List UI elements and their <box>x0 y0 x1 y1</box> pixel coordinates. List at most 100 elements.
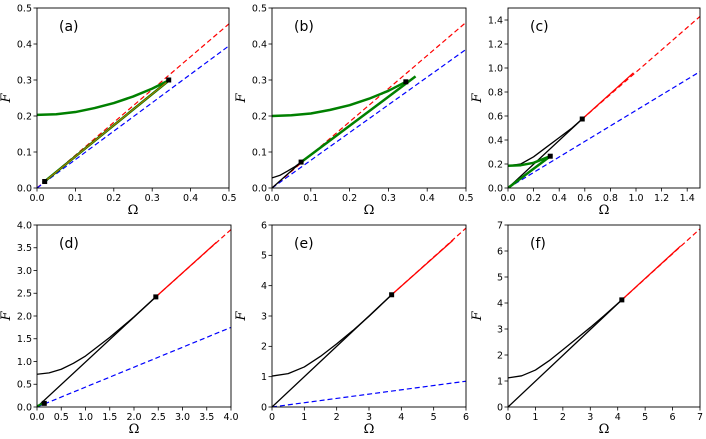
x-tick-label: 0.4 <box>420 193 435 204</box>
y-axis-label: F <box>470 93 485 104</box>
panel-f: 0 1 2 3 4 5 6 7 0 1 2 3 4 5 6 7 Ω F (f) <box>470 220 703 437</box>
x-tick-label: 0.5 <box>221 193 236 204</box>
x-tick-label: 0.2 <box>106 193 121 204</box>
x-tick-label: 0.2 <box>342 193 357 204</box>
y-tick-label: 0.2 <box>488 159 503 170</box>
series-red-solid <box>581 72 634 120</box>
y-tick-label: 0.0 <box>17 183 32 194</box>
series-blue-dashed <box>272 48 466 188</box>
series-green-lower <box>300 75 417 164</box>
x-tick-label: 1 <box>532 412 538 423</box>
y-tick-label: 5 <box>497 272 503 283</box>
series-blue-dashed <box>508 71 700 188</box>
series-orange-overlay <box>42 79 170 184</box>
panel-e: 0 1 2 3 4 5 6 0 1 2 3 4 5 6 Ω F (e) <box>234 220 469 437</box>
x-tick-label: 5 <box>431 412 437 423</box>
y-tick-label: 0.5 <box>252 3 267 14</box>
data-marker <box>166 77 172 83</box>
series-group <box>508 15 700 188</box>
panel-label: (c) <box>530 19 549 35</box>
x-tick-label: 1 <box>301 412 307 423</box>
data-marker <box>579 116 585 122</box>
x-tick-label: 0 <box>505 412 511 423</box>
x-tick-label: 0.6 <box>577 193 592 204</box>
y-axis-label: F <box>234 93 249 104</box>
y-tick-label: 0.4 <box>17 39 32 50</box>
y-tick-label: 1.4 <box>488 15 503 26</box>
y-tick-label: 0.4 <box>252 39 267 50</box>
y-tick-label: 0.4 <box>488 135 503 146</box>
series-green-lower <box>508 155 551 188</box>
x-tick-label: 1.2 <box>654 193 669 204</box>
data-marker <box>403 79 409 85</box>
x-tick-label: 0.4 <box>183 193 198 204</box>
series-red-solid <box>621 245 682 301</box>
x-tick-label: 0.3 <box>381 193 396 204</box>
y-tick-label: 0.0 <box>252 183 267 194</box>
x-tick-label: 6 <box>670 412 676 423</box>
y-tick-label: 0.5 <box>17 380 32 391</box>
y-tick-label: 2.0 <box>17 311 32 322</box>
series-group <box>508 228 700 407</box>
y-tick-label: 0.0 <box>488 183 503 194</box>
series-blue-dashed <box>272 380 466 407</box>
y-tick-label: 2 <box>497 350 503 361</box>
x-tick-label: 4 <box>398 412 404 423</box>
y-tick-label: 6 <box>261 220 267 231</box>
y-tick-label: 2 <box>261 342 267 353</box>
series-black-line <box>272 161 302 188</box>
x-tick-label: 3 <box>587 412 593 423</box>
series-group <box>272 227 466 407</box>
y-tick-label: 1.0 <box>17 357 32 368</box>
series-group <box>272 21 466 188</box>
panel-c: 0.0 0.2 0.4 0.6 0.8 1.0 1.2 1.4 0.0 0.2 0.4 0.6 0.8 1… <box>470 7 701 218</box>
series-red-solid <box>391 239 454 296</box>
x-tick-label: 2.0 <box>126 412 141 423</box>
axes-frame <box>507 7 701 189</box>
x-tick-label: 2 <box>334 412 340 423</box>
series-black-curve <box>37 296 157 375</box>
x-axis-label: Ω <box>128 203 139 218</box>
y-tick-label: 0 <box>261 402 267 413</box>
x-tick-label: 2 <box>560 412 566 423</box>
x-axis-label: Ω <box>599 422 610 437</box>
series-group <box>37 229 231 407</box>
series-group <box>37 23 229 188</box>
x-tick-label: 0.0 <box>500 193 515 204</box>
x-tick-label: 0.0 <box>29 412 44 423</box>
panel-label: (a) <box>59 19 79 35</box>
panel-label: (f) <box>530 236 546 252</box>
y-tick-label: 4.0 <box>17 220 32 231</box>
y-tick-label: 3.5 <box>17 243 32 254</box>
x-tick-label: 0.8 <box>603 193 618 204</box>
x-tick-label: 3 <box>366 412 372 423</box>
axes-frame <box>271 7 467 189</box>
x-axis-label: Ω <box>364 203 375 218</box>
x-tick-label: 0 <box>269 412 275 423</box>
data-marker <box>41 400 47 406</box>
series-black-line <box>272 294 393 407</box>
y-tick-label: 0.3 <box>17 75 32 86</box>
y-axis-label: F <box>234 311 249 322</box>
series-black-line <box>508 118 583 188</box>
panel-label: (b) <box>294 19 314 35</box>
axes-frame <box>507 224 701 408</box>
x-tick-label: 0.1 <box>68 193 83 204</box>
y-tick-label: 7 <box>497 220 503 231</box>
series-black-line <box>508 299 623 407</box>
y-axis-label: F <box>470 311 485 322</box>
series-green-upper <box>37 78 171 117</box>
x-axis-label: Ω <box>129 422 140 437</box>
y-tick-label: 2.5 <box>17 289 32 300</box>
x-axis-label: Ω <box>364 422 375 437</box>
x-axis-label: Ω <box>599 203 610 218</box>
y-tick-label: 6 <box>497 246 503 257</box>
y-tick-label: 0 <box>497 402 503 413</box>
y-tick-label: 3 <box>261 311 267 322</box>
y-tick-label: 4 <box>261 281 267 292</box>
y-axis-label: F <box>0 311 14 322</box>
y-tick-label: 0.0 <box>17 402 32 413</box>
panel-label: (d) <box>59 236 79 252</box>
x-tick-label: 0.0 <box>264 193 279 204</box>
